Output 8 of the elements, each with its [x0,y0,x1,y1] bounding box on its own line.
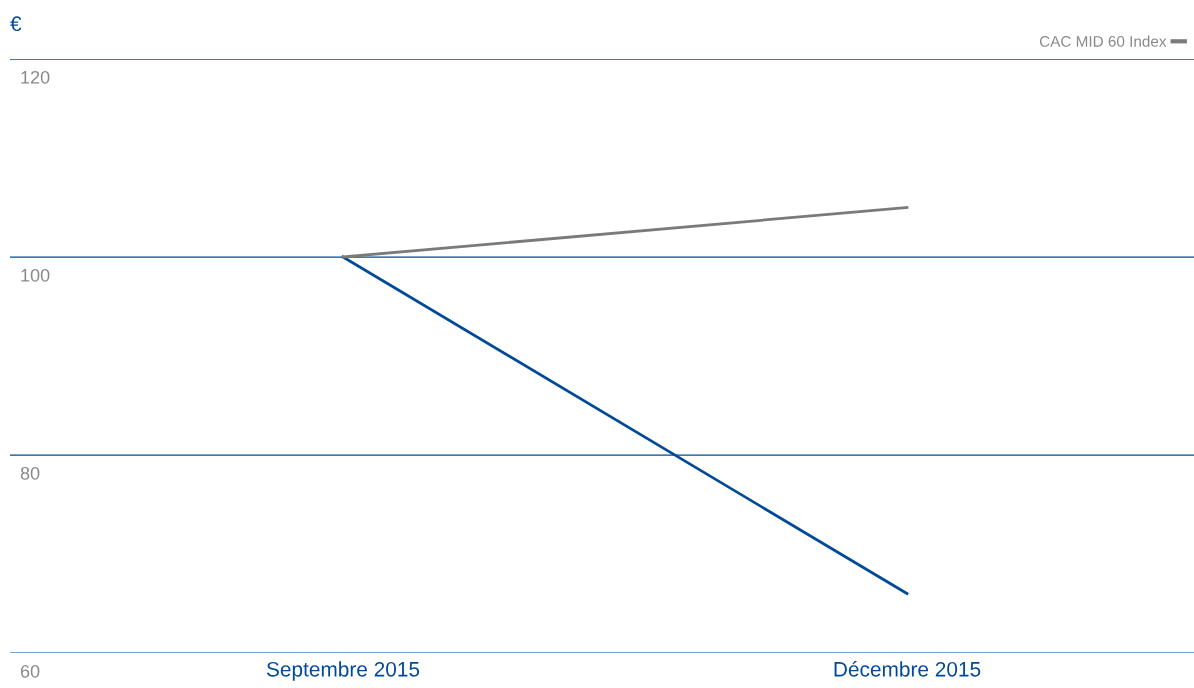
y-tick-label: 100 [21,268,50,282]
legend-label: CAC MID 60 Index [1039,35,1167,47]
x-tick-label: Septembre 2015 [266,661,420,681]
y-tick-label: 80 [20,466,40,480]
x-tick-label: Décembre 2015 [834,661,981,677]
y-tick-label: 60 [20,664,40,678]
y-axis-title: € [10,16,22,32]
y-tick-label: 120 [21,70,50,84]
